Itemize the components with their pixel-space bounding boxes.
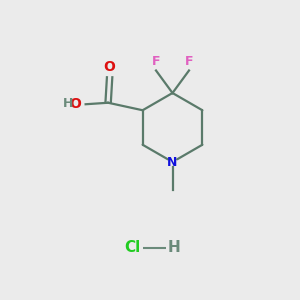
Text: H: H (168, 240, 180, 255)
Text: O: O (104, 60, 116, 74)
Text: F: F (185, 55, 193, 68)
Text: O: O (69, 97, 81, 111)
Text: F: F (152, 55, 160, 68)
Text: N: N (167, 155, 178, 169)
Text: H: H (63, 97, 73, 110)
Text: Cl: Cl (124, 240, 140, 255)
